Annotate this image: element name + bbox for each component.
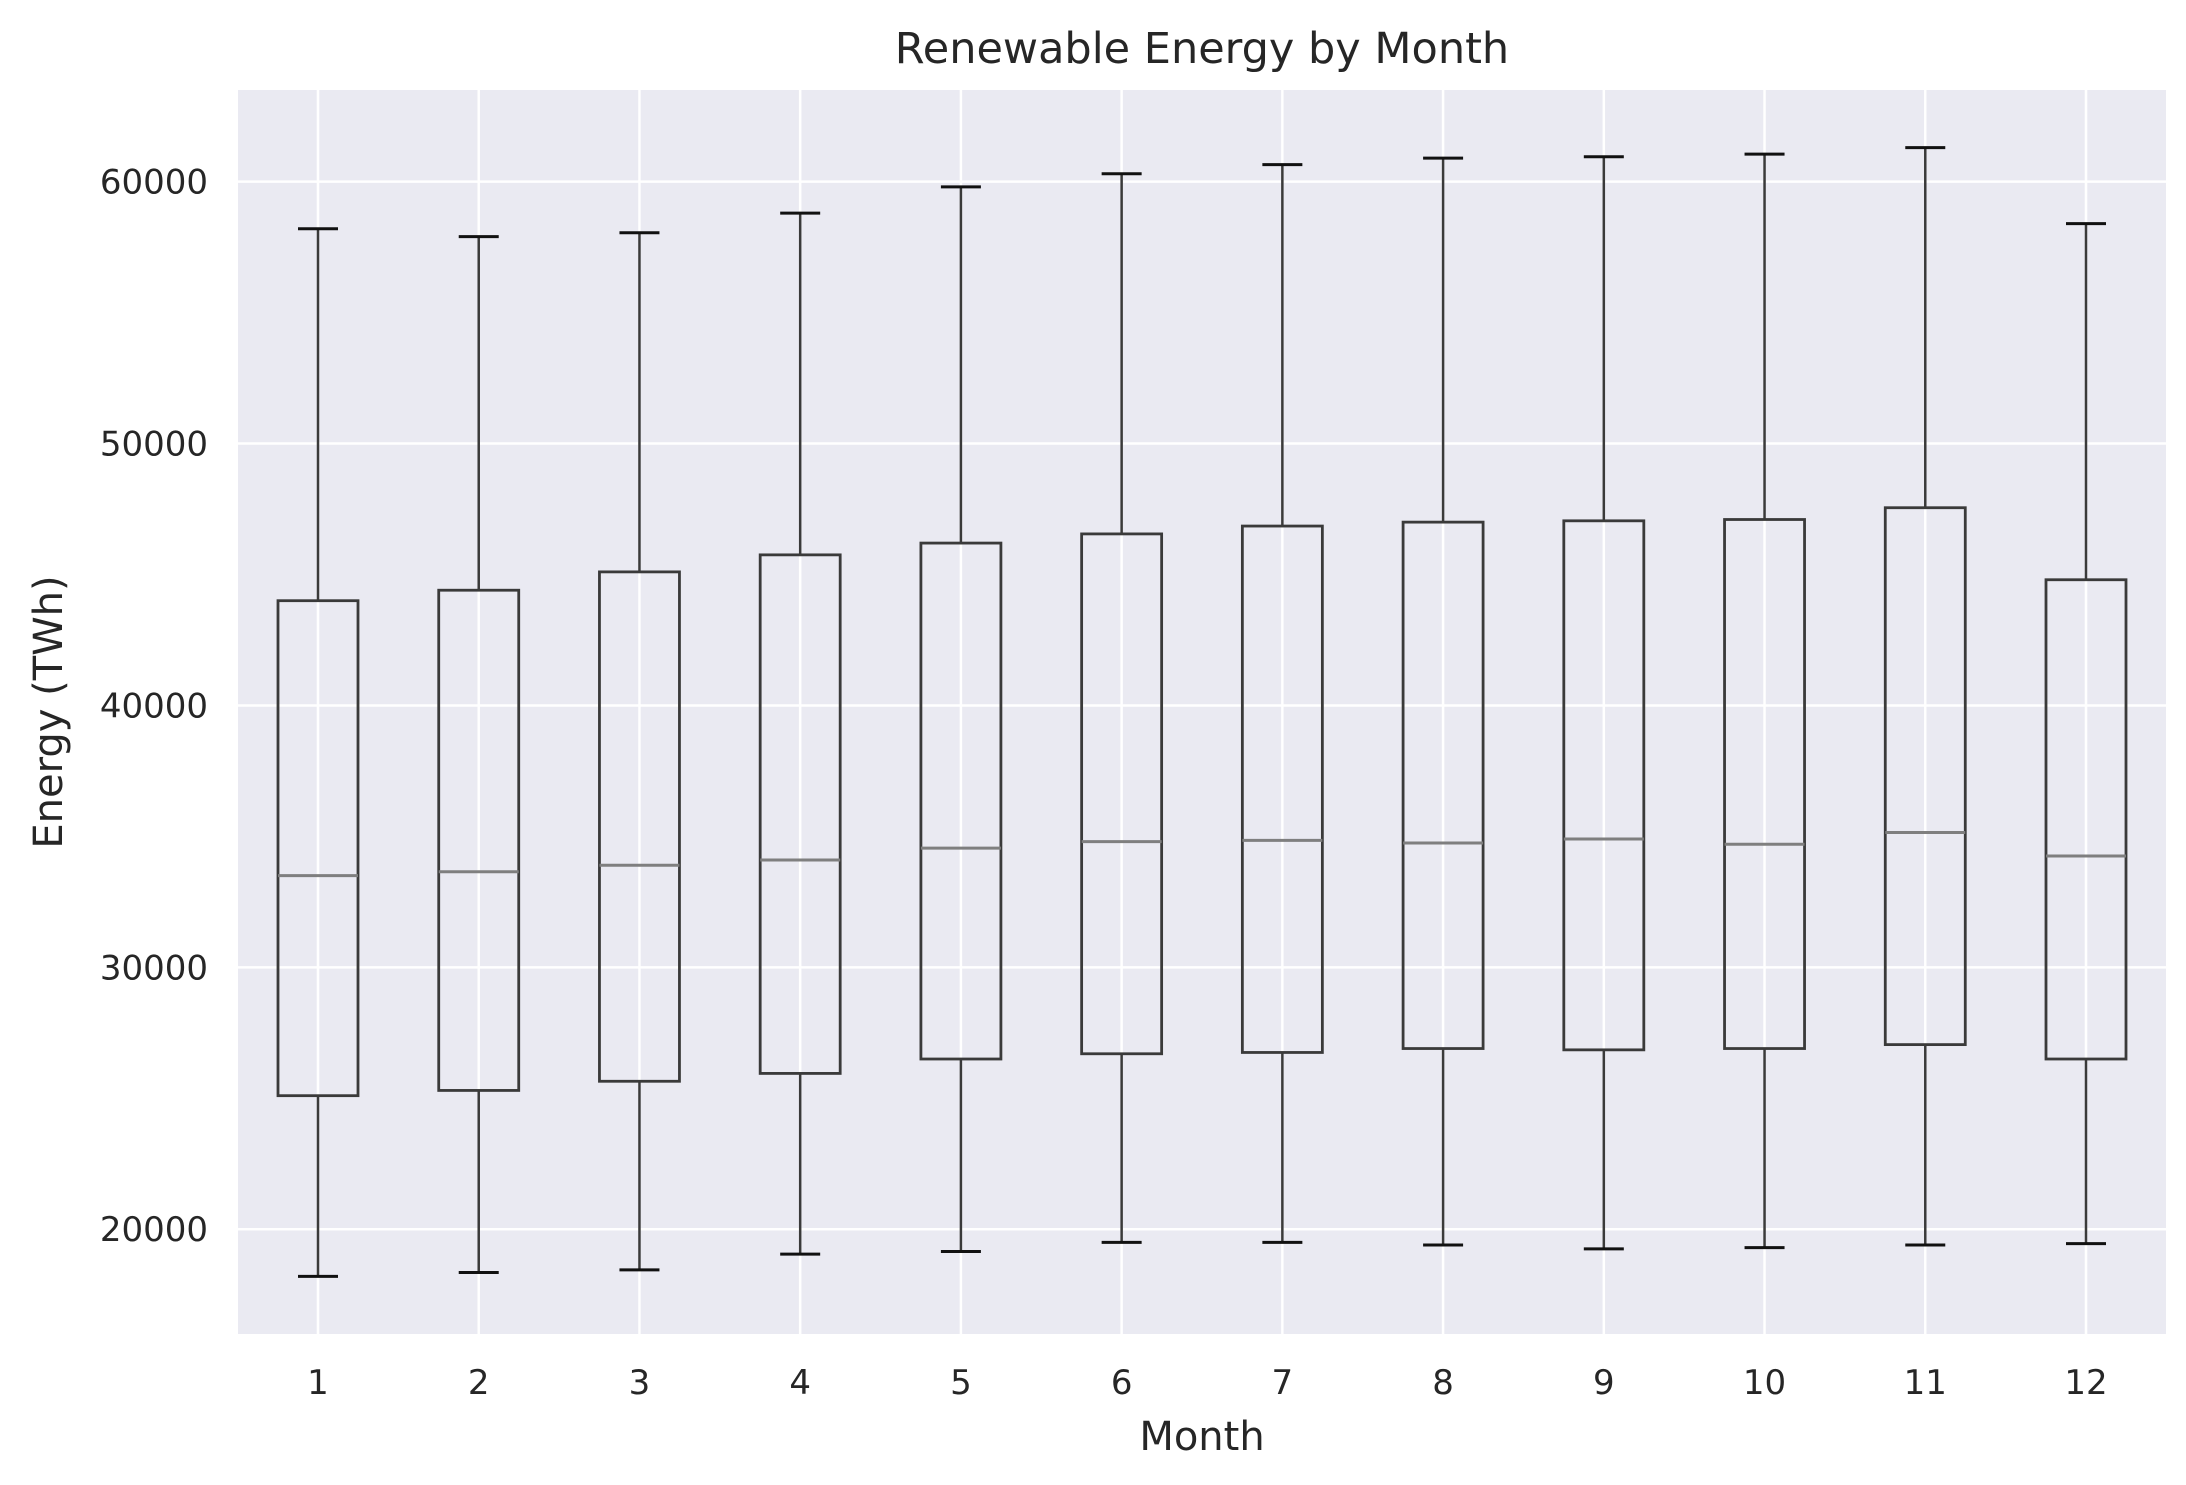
iqr-box: [1883, 506, 1967, 1047]
y-tick-label: 50000: [100, 425, 208, 465]
box-month-4: [758, 211, 842, 1256]
box-month-2: [437, 235, 521, 1274]
x-axis-ticks: 1 2 3 4 5 6 7 8 9 10 11 12: [307, 1363, 2107, 1403]
iqr-box: [437, 588, 521, 1092]
x-tick-label: 12: [2064, 1363, 2107, 1403]
x-tick-label: 9: [1593, 1363, 1615, 1403]
y-tick-label: 20000: [100, 1210, 208, 1250]
x-tick-label: 1: [307, 1363, 329, 1403]
x-tick-label: 6: [1111, 1363, 1133, 1403]
box-month-3: [598, 231, 681, 1272]
box-month-1: [276, 227, 360, 1278]
box-month-11: [1883, 146, 1967, 1247]
box-month-8: [1401, 156, 1485, 1247]
iqr-box: [1723, 518, 1806, 1050]
plot-area: [238, 90, 2166, 1334]
iqr-box: [276, 599, 360, 1098]
y-tick-label: 40000: [100, 686, 208, 726]
iqr-box: [1562, 519, 1646, 1052]
x-tick-label: 5: [950, 1363, 972, 1403]
x-tick-label: 8: [1432, 1363, 1454, 1403]
y-tick-label: 30000: [100, 948, 208, 988]
x-tick-label: 7: [1272, 1363, 1294, 1403]
box-month-10: [1723, 152, 1806, 1250]
iqr-box: [598, 570, 681, 1083]
x-tick-label: 4: [789, 1363, 811, 1403]
boxes: [276, 146, 2128, 1278]
x-axis-label: Month: [1139, 1414, 1264, 1460]
box-month-12: [2044, 222, 2128, 1246]
iqr-box: [2044, 578, 2128, 1061]
iqr-box: [1401, 520, 1485, 1050]
x-tick-label: 10: [1743, 1363, 1786, 1403]
box-month-7: [1240, 163, 1324, 1244]
iqr-box: [1240, 524, 1324, 1054]
box-month-9: [1562, 155, 1646, 1251]
chart-title: Renewable Energy by Month: [895, 24, 1509, 74]
box-month-6: [1080, 172, 1164, 1244]
iqr-box: [758, 553, 842, 1075]
x-tick-label: 3: [629, 1363, 651, 1403]
x-tick-label: 2: [468, 1363, 490, 1403]
x-tick-label: 11: [1904, 1363, 1947, 1403]
y-tick-label: 60000: [100, 163, 208, 203]
box-month-5: [919, 185, 1003, 1254]
y-axis-label: Energy (TWh): [26, 575, 72, 848]
iqr-box: [919, 541, 1003, 1061]
iqr-box: [1080, 532, 1164, 1056]
y-axis-ticks: 20000 30000 40000 50000 60000: [100, 163, 208, 1251]
